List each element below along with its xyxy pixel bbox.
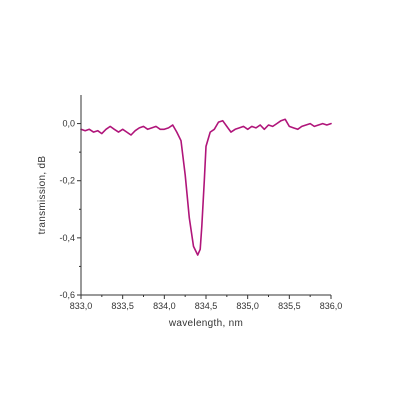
x-tick-label: 835,0 <box>236 301 259 311</box>
y-tick-label: 0,0 <box>62 119 75 129</box>
y-axis-title: transmission, dB <box>37 156 48 235</box>
y-axis-ticks: 0,0 -0,2 -0,4 -0,6 <box>59 119 81 300</box>
x-tick-label: 834,5 <box>195 301 218 311</box>
x-axis-title: wavelength, nm <box>168 318 243 329</box>
transmission-series-line <box>80 118 332 256</box>
y-tick-label: -0,6 <box>59 290 75 300</box>
x-tick-label: 836,0 <box>320 301 343 311</box>
x-axis-ticks: 833,0 833,5 834,0 834,5 835,0 835,5 836,0 <box>70 295 343 311</box>
x-tick-label: 835,5 <box>278 301 301 311</box>
series-line-layer <box>80 118 332 256</box>
x-tick-label: 833,5 <box>111 301 134 311</box>
y-tick-label: -0,2 <box>59 176 75 186</box>
x-tick-label: 833,0 <box>70 301 93 311</box>
axes <box>80 95 331 296</box>
y-tick-label: -0,4 <box>59 233 75 243</box>
x-tick-label: 834,0 <box>153 301 176 311</box>
